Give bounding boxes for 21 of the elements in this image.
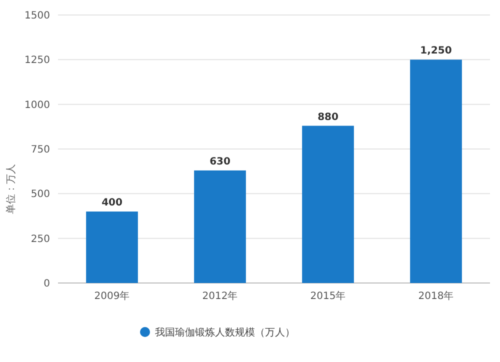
data-label: 1,250: [420, 46, 452, 57]
y-tick-label: 1500: [24, 10, 50, 22]
data-label: 630: [210, 156, 230, 168]
bar: [194, 170, 246, 283]
y-tick-label: 1000: [24, 100, 50, 111]
bar: [86, 212, 138, 283]
data-label: 400: [102, 198, 122, 209]
legend-label: 我国瑜伽锻炼人数规模（万人）: [155, 326, 295, 338]
bar: [410, 60, 462, 283]
y-axis-title: 单位：万人: [5, 164, 17, 214]
y-tick-label: 750: [30, 144, 50, 156]
y-tick-label: 500: [30, 189, 50, 200]
bar: [302, 126, 354, 283]
y-tick-label: 1250: [24, 55, 50, 66]
x-tick-label: 2012年: [202, 290, 238, 302]
data-label: 880: [318, 112, 338, 123]
x-tick-label: 2009年: [94, 290, 130, 302]
x-tick-label: 2015年: [310, 290, 346, 302]
x-tick-label: 2018年: [418, 290, 454, 302]
y-tick-label: 250: [30, 234, 50, 245]
y-tick-label: 0: [44, 278, 50, 290]
